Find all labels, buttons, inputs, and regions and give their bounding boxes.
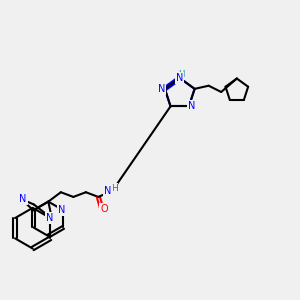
Text: N: N (20, 194, 27, 204)
Text: N: N (104, 186, 112, 196)
Text: N: N (176, 73, 183, 83)
Text: N: N (158, 84, 165, 94)
Text: H: H (178, 70, 184, 80)
Text: H: H (111, 184, 117, 193)
Text: N: N (188, 101, 196, 111)
Text: N: N (46, 214, 53, 224)
Text: N: N (58, 205, 65, 215)
Text: O: O (100, 204, 108, 214)
